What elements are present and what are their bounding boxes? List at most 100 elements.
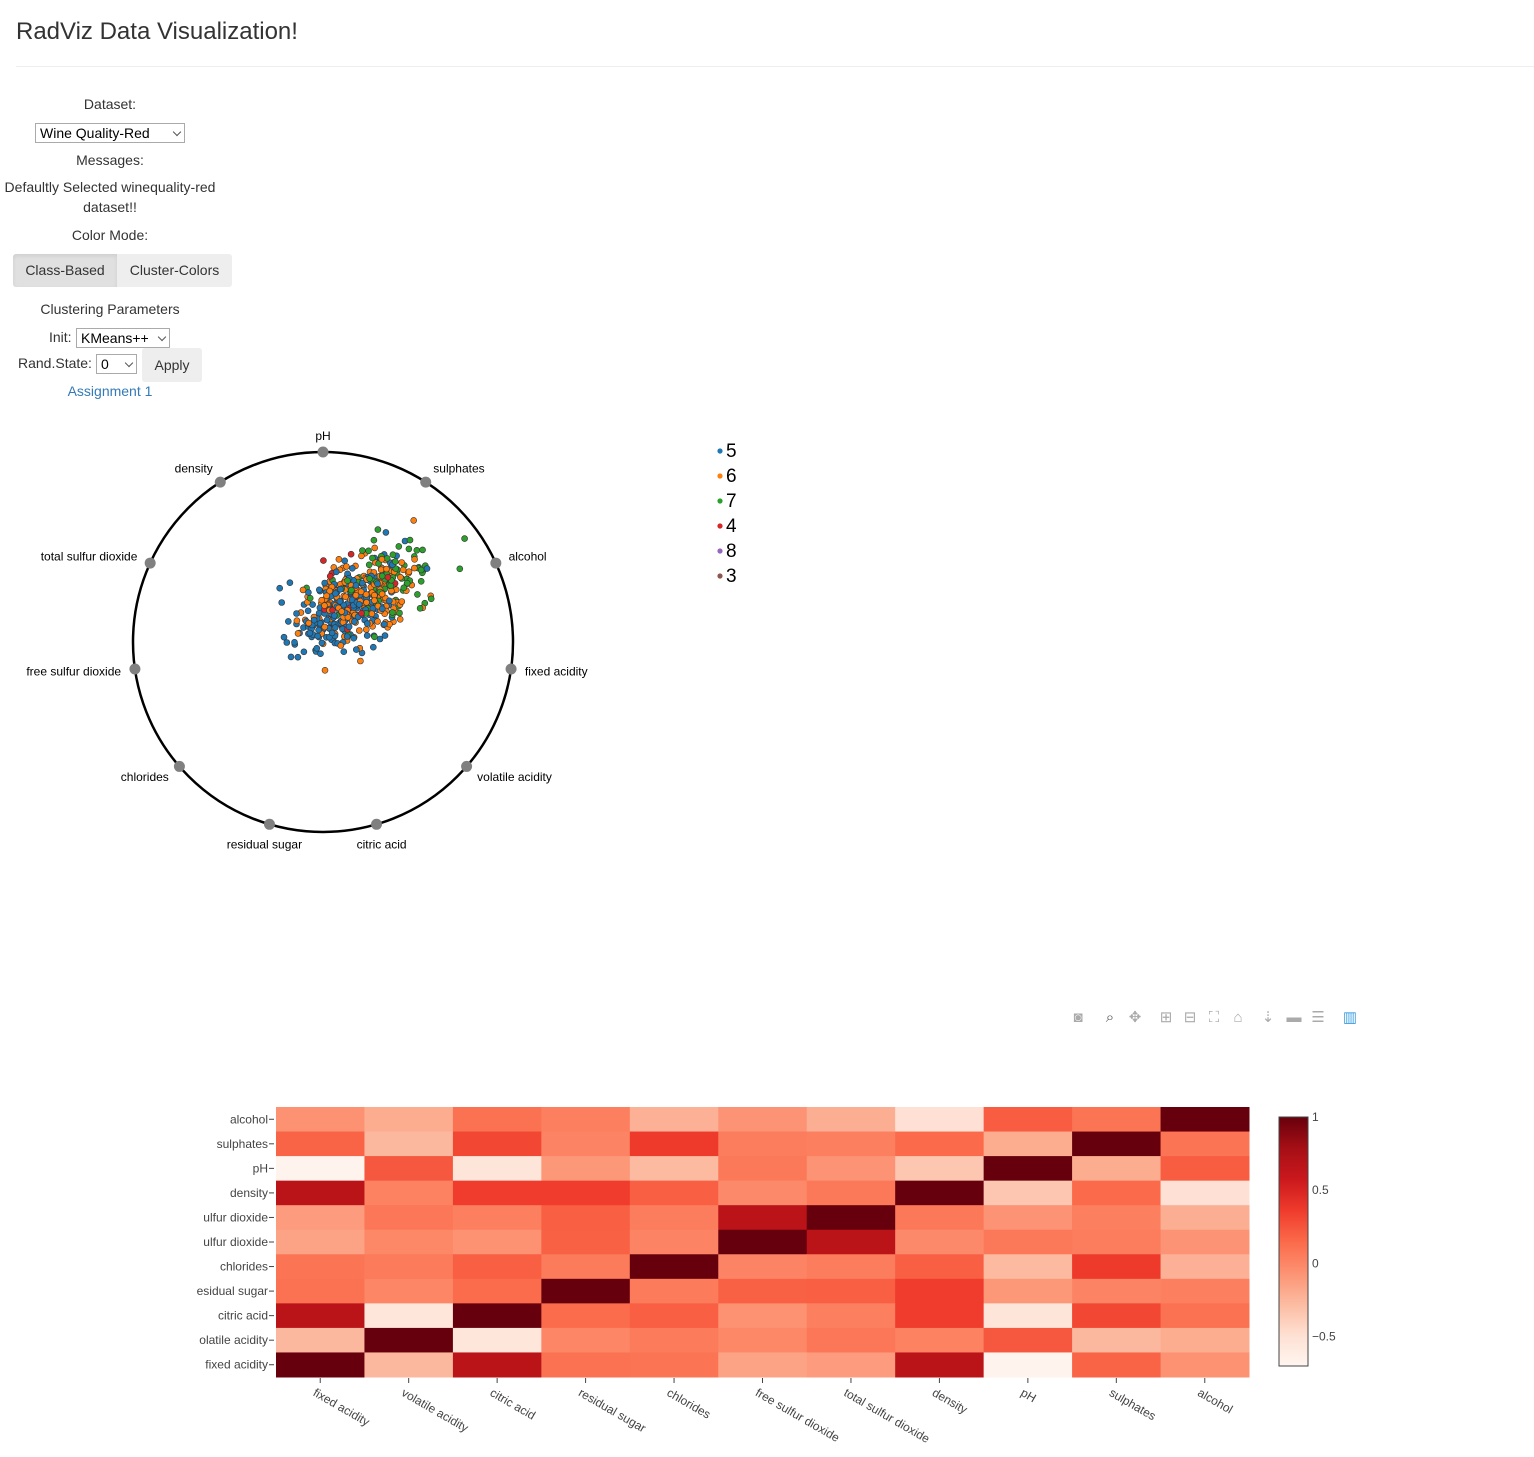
rand-state-select[interactable]: 0 <box>96 354 137 374</box>
heatmap-cell <box>895 1352 985 1378</box>
data-point <box>323 616 331 624</box>
dataset-select-value: Wine Quality-Red <box>40 125 150 141</box>
heatmap-cell <box>276 1254 365 1280</box>
data-point <box>336 598 344 605</box>
heatmap-cell <box>629 1156 719 1182</box>
heatmap-cell <box>806 1229 896 1255</box>
heatmap-cell <box>541 1278 631 1304</box>
legend-marker <box>717 473 723 479</box>
x-tick-label: volatile acidity <box>399 1385 471 1434</box>
y-tick-label: ulfur dioxide <box>203 1235 268 1249</box>
data-point <box>287 653 295 661</box>
data-point <box>369 554 376 562</box>
heatmap-cell <box>718 1180 808 1206</box>
data-point <box>378 572 386 580</box>
data-point <box>376 635 384 643</box>
anchor-dot <box>371 818 383 830</box>
data-point <box>369 643 377 651</box>
anchor-dot <box>129 663 141 675</box>
reset-axes-icon[interactable]: ⌂ <box>1233 1009 1243 1026</box>
dataset-label: Dataset: <box>83 96 137 112</box>
data-point <box>351 618 358 625</box>
pan-icon[interactable]: ✥ <box>1128 1009 1142 1026</box>
anchor-dot <box>461 760 473 772</box>
data-point <box>383 565 390 573</box>
data-point <box>423 565 431 572</box>
heatmap-cell <box>806 1107 896 1133</box>
data-point <box>358 552 365 560</box>
heatmap-cell <box>629 1229 719 1255</box>
heatmap-cell <box>452 1205 542 1231</box>
apply-button[interactable]: Apply <box>142 348 202 382</box>
data-point <box>352 646 360 653</box>
autoscale-icon[interactable]: ⛶ <box>1208 1009 1220 1026</box>
data-point <box>411 556 418 563</box>
heatmap-cell <box>895 1107 985 1133</box>
y-tick-label: chlorides <box>220 1260 268 1274</box>
radviz-legend: 5 6 7 4 8 3 <box>717 441 737 587</box>
x-tick-label: alcohol <box>1195 1385 1235 1416</box>
data-point <box>341 557 349 565</box>
data-point <box>371 633 378 641</box>
spike-lines-icon[interactable]: ⇣ <box>1261 1009 1275 1026</box>
zoom-out-icon[interactable]: ⊟ <box>1183 1009 1197 1026</box>
data-point <box>417 566 425 574</box>
plotly-logo-icon[interactable]: ▥ <box>1342 1009 1358 1026</box>
heatmap-cell <box>895 1254 985 1280</box>
assignment-link[interactable]: Assignment 1 <box>67 383 153 399</box>
init-select-value: KMeans++ <box>81 330 149 346</box>
dataset-select[interactable]: Wine Quality-Red <box>35 123 185 143</box>
data-point <box>358 579 366 587</box>
colorbar <box>1278 1116 1309 1367</box>
heatmap-cell <box>452 1327 542 1353</box>
data-point <box>411 564 418 572</box>
heatmap-cell <box>364 1156 454 1182</box>
heatmap-cell <box>541 1352 631 1378</box>
data-point <box>350 634 358 642</box>
data-point <box>355 601 363 608</box>
hover-compare-icon[interactable]: ☰ <box>1311 1009 1325 1026</box>
data-point <box>410 517 418 524</box>
radviz-points <box>276 517 468 674</box>
clustering-parameters-label: Clustering Parameters <box>40 301 180 317</box>
y-tick-label: density <box>230 1186 268 1200</box>
data-point <box>306 629 314 637</box>
data-point <box>398 598 406 605</box>
data-point <box>294 653 302 661</box>
divider <box>16 66 1534 67</box>
data-point <box>305 619 313 627</box>
data-point <box>405 568 413 575</box>
anchor-label: alcohol <box>509 549 547 563</box>
anchor-dot <box>505 663 517 675</box>
heatmap-cell <box>983 1131 1073 1157</box>
data-point <box>383 555 391 562</box>
heatmap-cell <box>629 1107 719 1133</box>
correlation-heatmap[interactable]: alcohol sulphates pH density ulfur dioxide ul… <box>0 1057 1534 1457</box>
heatmap-cell <box>541 1327 631 1353</box>
heatmap-cell <box>1072 1278 1162 1304</box>
zoom-in-icon[interactable]: ⊞ <box>1159 1009 1173 1026</box>
data-point <box>456 565 464 573</box>
zoom-icon[interactable]: ⌕ <box>1105 1009 1115 1026</box>
heatmap-cell <box>1160 1131 1250 1157</box>
y-tick-label: citric acid <box>218 1309 268 1323</box>
cluster-colors-button[interactable]: Cluster-Colors <box>117 254 232 287</box>
data-point <box>461 535 468 542</box>
camera-icon[interactable]: ◙ <box>1073 1009 1083 1026</box>
hover-closest-icon[interactable]: ▬ <box>1286 1009 1302 1026</box>
heatmap-cell <box>718 1229 808 1255</box>
data-point <box>385 597 393 605</box>
init-select[interactable]: KMeans++ <box>76 328 170 348</box>
heatmap-cell <box>276 1107 365 1133</box>
data-point <box>357 588 365 595</box>
heatmap-cell <box>1072 1229 1162 1255</box>
heatmap-cell <box>541 1131 631 1157</box>
data-point <box>414 591 421 598</box>
class-based-button[interactable]: Class-Based <box>13 254 117 287</box>
radviz-plot[interactable]: pH sulphates alcohol fixed acidity volatile … <box>0 420 780 880</box>
data-point <box>403 579 411 587</box>
data-point <box>328 629 336 637</box>
data-point <box>343 633 351 640</box>
heatmap-cell <box>276 1229 365 1255</box>
x-tick-label: free sulfur dioxide <box>753 1385 842 1445</box>
